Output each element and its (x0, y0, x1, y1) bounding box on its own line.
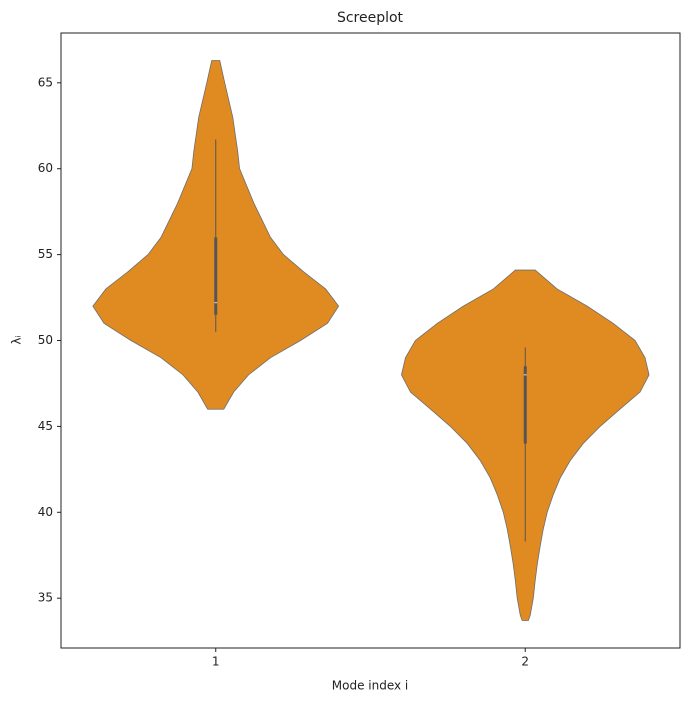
y-tick-label: 65 (38, 75, 53, 89)
y-tick-label: 35 (38, 591, 53, 605)
box (523, 366, 527, 444)
x-tick-label: 1 (212, 655, 220, 669)
y-tick-label: 55 (38, 247, 53, 261)
y-tick-label: 40 (38, 505, 53, 519)
y-tick-label: 60 (38, 161, 53, 175)
x-axis-label: Mode index i (332, 679, 409, 693)
box (214, 237, 218, 315)
x-tick-label: 2 (521, 655, 529, 669)
y-tick-label: 50 (38, 333, 53, 347)
y-tick-label: 45 (38, 419, 53, 433)
y-axis-label: λᵢ (10, 335, 24, 344)
chart-title: Screeplot (337, 10, 404, 26)
